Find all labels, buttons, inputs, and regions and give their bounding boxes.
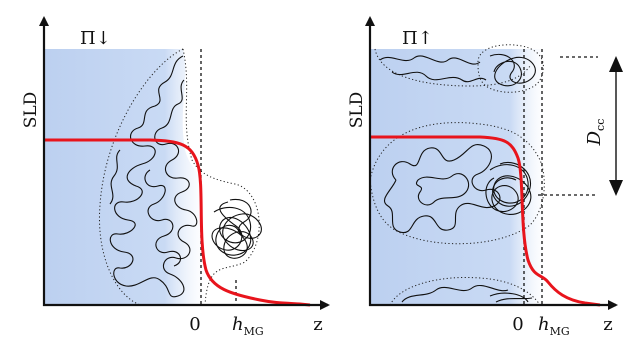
y-axis-label: SLD: [21, 92, 41, 129]
polymer-chain: [109, 55, 198, 298]
y-axis-label: SLD: [347, 92, 367, 129]
x-axis-label: z: [603, 314, 612, 335]
pressure-label: Π↓: [80, 28, 111, 49]
water-region: [44, 49, 205, 305]
microgel: [489, 54, 536, 87]
polymer-chain: [109, 149, 182, 267]
left-panel: SLD Π↓ 0 hMG z: [21, 16, 330, 338]
polymer-envelope: [182, 48, 260, 306]
microgel: [489, 292, 533, 303]
polymer-envelope: [389, 277, 541, 306]
zero-label: 0: [512, 314, 523, 335]
microgel: [211, 198, 262, 259]
sld-profile: [44, 138, 311, 307]
microgel-envelope: [477, 44, 544, 93]
distance-label: Dcc: [584, 119, 607, 147]
distance-arrow-head-up: [609, 56, 623, 72]
polymer-envelope: [374, 48, 531, 87]
polymer-chain: [383, 144, 501, 234]
polymer-envelope: [98, 48, 184, 306]
pressure-label: Π↑: [402, 28, 433, 49]
polymer-chain: [401, 284, 509, 303]
microgel: [485, 162, 532, 215]
polymer-envelope: [369, 122, 545, 245]
h-mg-label: hMG: [232, 314, 264, 338]
sld-profile: [370, 135, 601, 307]
zero-label: 0: [189, 314, 200, 335]
right-panel: SLD Π↑ 0 hMG z Dcc: [347, 16, 623, 338]
x-axis-label: z: [313, 314, 322, 335]
water-region: [370, 49, 545, 305]
polymer-chain: [416, 173, 470, 206]
h-mg-label: hMG: [538, 314, 570, 338]
polymer-chain: [379, 55, 487, 83]
distance-arrow-head-down: [609, 180, 623, 196]
